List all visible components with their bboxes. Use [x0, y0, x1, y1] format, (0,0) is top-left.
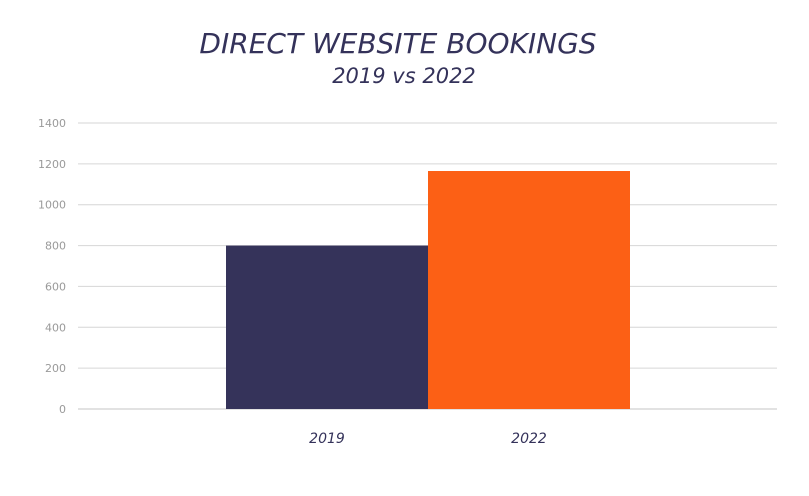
y-tick-label: 1400 — [38, 117, 66, 130]
y-axis-ticks: 0 200 400 600 800 1000 1200 1400 — [38, 117, 66, 416]
x-axis-ticks: 2019 2022 — [309, 431, 547, 447]
y-tick-label: 800 — [45, 240, 66, 253]
x-tick-label: 2019 — [309, 431, 345, 447]
y-tick-label: 200 — [45, 362, 66, 375]
bars — [226, 171, 630, 409]
bar-2022 — [428, 171, 630, 409]
y-tick-label: 1200 — [38, 158, 66, 171]
y-tick-label: 600 — [45, 280, 66, 293]
y-tick-label: 400 — [45, 321, 66, 334]
chart-title: DIRECT WEBSITE BOOKINGS — [199, 27, 596, 60]
chart-subtitle: 2019 vs 2022 — [332, 64, 476, 88]
x-tick-label: 2022 — [511, 431, 547, 447]
bar-2019 — [226, 245, 428, 409]
y-tick-label: 1000 — [38, 199, 66, 212]
y-tick-label: 0 — [59, 403, 66, 416]
